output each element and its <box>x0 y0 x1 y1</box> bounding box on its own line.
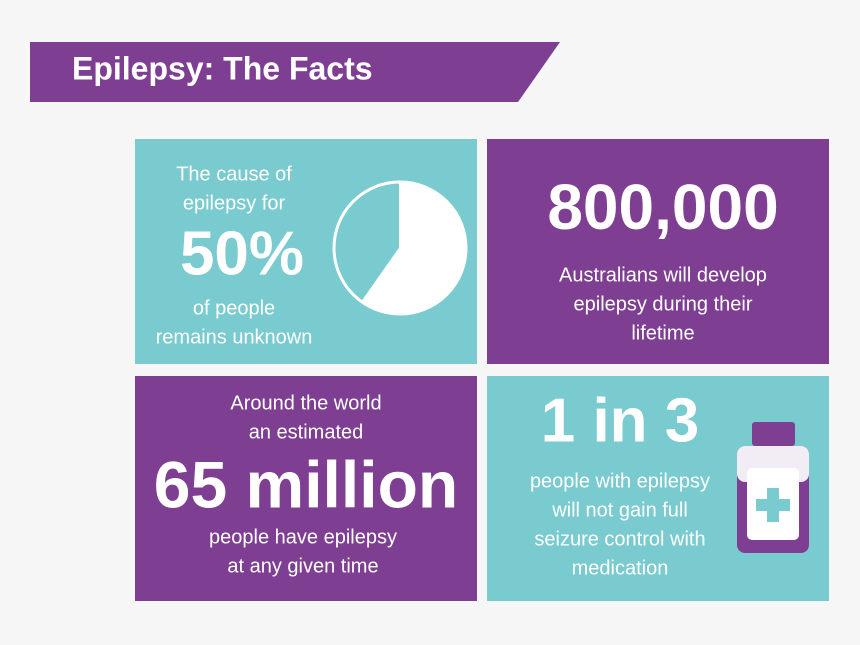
body-text: Australians will develop <box>559 264 767 286</box>
panel <box>135 376 477 601</box>
lead-text: The cause of <box>176 163 292 185</box>
panel <box>487 139 829 364</box>
body-text: people have epilepsy <box>209 526 397 548</box>
lead-text: an estimated <box>249 421 364 443</box>
body-text: will not gain full <box>551 499 688 521</box>
body-text: at any given time <box>227 555 378 577</box>
bottle-icon <box>737 422 809 553</box>
lead-text: Around the world <box>230 392 381 414</box>
lead-text: epilepsy for <box>183 192 286 214</box>
body-text: remains unknown <box>156 326 313 348</box>
body-text: people with epilepsy <box>530 470 710 492</box>
stat-text: 1 in 3 <box>541 386 700 455</box>
stat-text: 50% <box>180 219 304 288</box>
body-text: lifetime <box>631 322 694 344</box>
stat-text: 65 million <box>154 447 458 521</box>
stat-text: 800,000 <box>547 171 778 243</box>
body-text: epilepsy during their <box>574 293 753 315</box>
pie-icon <box>332 180 468 316</box>
body-text: of people <box>193 297 275 319</box>
body-text: seizure control with <box>534 528 705 550</box>
title-banner <box>30 42 560 102</box>
title: Epilepsy: The Facts <box>72 50 373 86</box>
body-text: medication <box>572 557 669 579</box>
